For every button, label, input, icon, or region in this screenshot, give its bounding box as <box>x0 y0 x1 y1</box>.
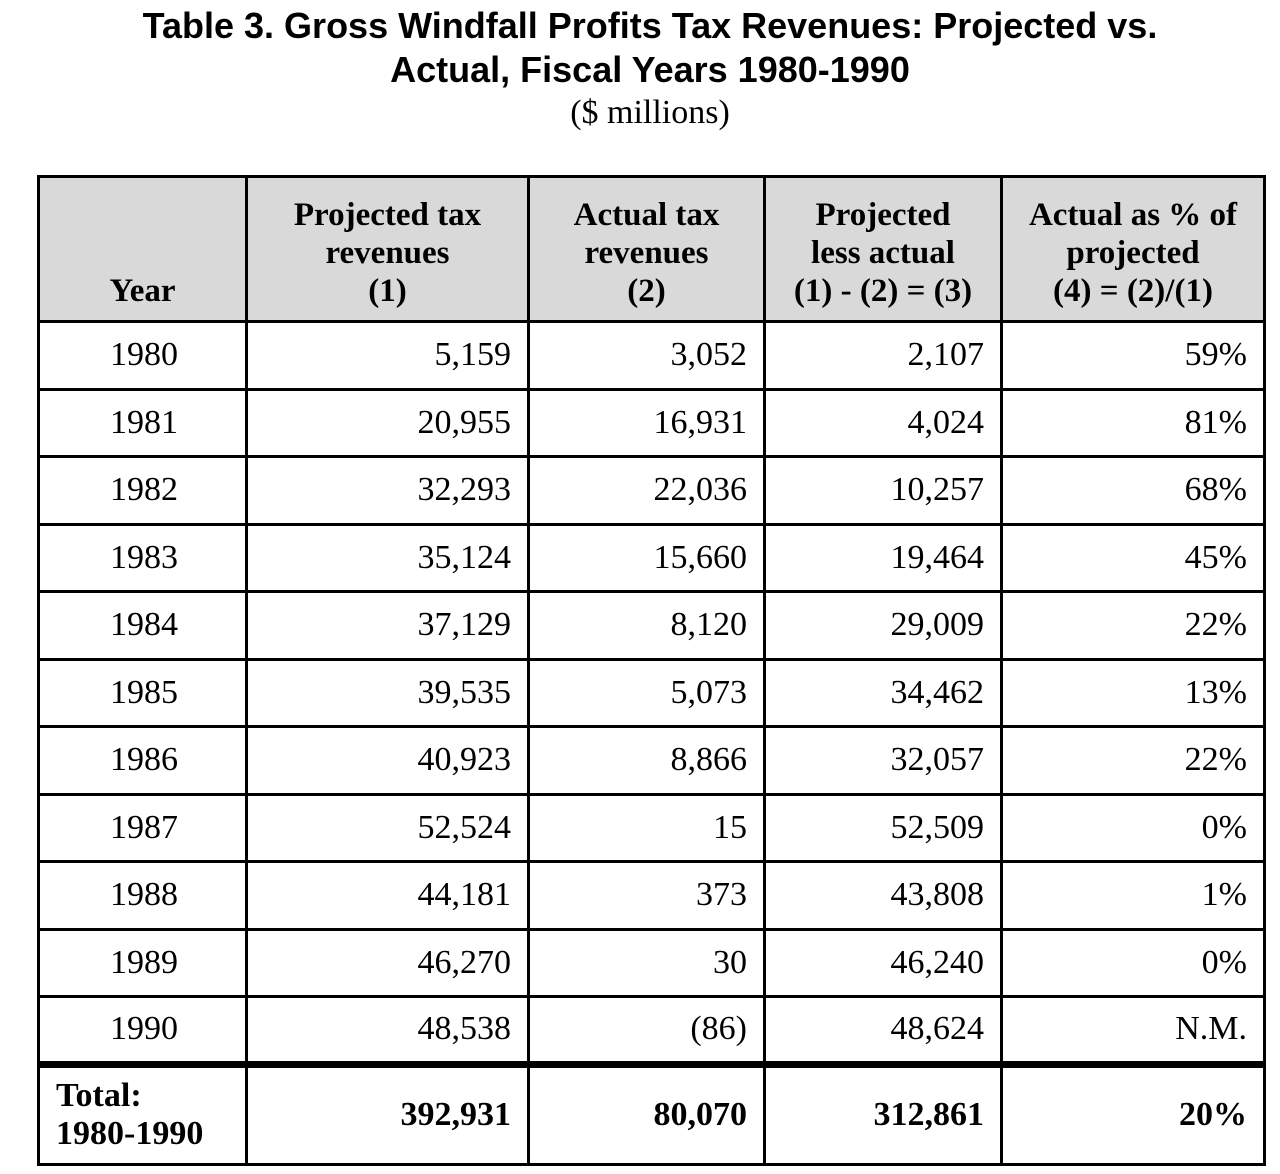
total-percent: 20% <box>1000 1060 1266 1166</box>
cell-percent: 59% <box>1000 320 1266 391</box>
cell-actual: 3,052 <box>527 320 766 391</box>
table-row: 1987 52,524 15 52,509 0% <box>37 792 1266 863</box>
table-row: 1981 20,955 16,931 4,024 81% <box>37 387 1266 458</box>
table-row: 1982 32,293 22,036 10,257 68% <box>37 455 1266 526</box>
cell-year: 1980 <box>37 320 248 391</box>
cell-percent: 1% <box>1000 860 1266 931</box>
header-year-label: Year <box>109 273 176 309</box>
header-actual-line-1: Actual tax <box>573 197 720 233</box>
header-difference: Projected less actual (1) - (2) = (3) <box>763 175 1003 323</box>
cell-difference: 29,009 <box>763 590 1003 661</box>
cell-projected: 37,129 <box>245 590 530 661</box>
cell-actual: 8,866 <box>527 725 766 796</box>
cell-actual: 373 <box>527 860 766 931</box>
table-row: 1990 48,538 (86) 48,624 N.M. <box>37 995 1266 1066</box>
cell-projected: 35,124 <box>245 522 530 593</box>
cell-projected: 20,955 <box>245 387 530 458</box>
cell-difference: 2,107 <box>763 320 1003 391</box>
header-row: Year Projected tax revenues (1) Actual t… <box>37 175 1266 323</box>
cell-actual: 15,660 <box>527 522 766 593</box>
cell-difference: 34,462 <box>763 657 1003 728</box>
table-row: 1980 5,159 3,052 2,107 59% <box>37 320 1266 391</box>
cell-projected: 44,181 <box>245 860 530 931</box>
cell-actual: 8,120 <box>527 590 766 661</box>
cell-year: 1989 <box>37 927 248 998</box>
cell-projected: 48,538 <box>245 995 530 1066</box>
cell-year: 1985 <box>37 657 248 728</box>
table-subtitle: ($ millions) <box>570 94 730 131</box>
header-projected-line-2: revenues <box>325 235 450 271</box>
header-percent-line-3: (4) = (2)/(1) <box>1053 273 1213 309</box>
header-actual: Actual tax revenues (2) <box>527 175 766 323</box>
table-row: 1984 37,129 8,120 29,009 22% <box>37 590 1266 661</box>
cell-year: 1990 <box>37 995 248 1066</box>
cell-percent: 0% <box>1000 927 1266 998</box>
table-title-line-2: Actual, Fiscal Years 1980-1990 <box>390 49 910 90</box>
cell-difference: 32,057 <box>763 725 1003 796</box>
table-row: 1983 35,124 15,660 19,464 45% <box>37 522 1266 593</box>
total-label: Total: 1980-1990 <box>37 1060 248 1166</box>
cell-percent: N.M. <box>1000 995 1266 1066</box>
cell-difference: 43,808 <box>763 860 1003 931</box>
table-title-line-1: Table 3. Gross Windfall Profits Tax Reve… <box>142 5 1158 46</box>
cell-percent: 0% <box>1000 792 1266 863</box>
cell-difference: 46,240 <box>763 927 1003 998</box>
total-actual: 80,070 <box>527 1060 766 1166</box>
header-projected-line-3: (1) <box>368 273 407 309</box>
header-percent-line-2: projected <box>1066 235 1200 271</box>
cell-percent: 13% <box>1000 657 1266 728</box>
cell-projected: 32,293 <box>245 455 530 526</box>
header-projected-line-1: Projected tax <box>293 197 482 233</box>
cell-projected: 5,159 <box>245 320 530 391</box>
header-actual-line-3: (2) <box>627 273 666 309</box>
header-actual-line-2: revenues <box>584 235 709 271</box>
header-percent: Actual as % of projected (4) = (2)/(1) <box>1000 175 1266 323</box>
header-year: Year <box>37 175 248 323</box>
header-difference-line-2: less actual <box>811 235 955 271</box>
cell-actual: 22,036 <box>527 455 766 526</box>
cell-actual: 16,931 <box>527 387 766 458</box>
cell-actual: 30 <box>527 927 766 998</box>
header-difference-line-1: Projected <box>815 197 951 233</box>
cell-percent: 81% <box>1000 387 1266 458</box>
cell-projected: 46,270 <box>245 927 530 998</box>
cell-year: 1981 <box>37 387 248 458</box>
cell-difference: 4,024 <box>763 387 1003 458</box>
cell-difference: 52,509 <box>763 792 1003 863</box>
table-row: 1988 44,181 373 43,808 1% <box>37 860 1266 931</box>
cell-difference: 10,257 <box>763 455 1003 526</box>
cell-percent: 22% <box>1000 590 1266 661</box>
cell-year: 1983 <box>37 522 248 593</box>
cell-projected: 52,524 <box>245 792 530 863</box>
revenue-table: Year Projected tax revenues (1) Actual t… <box>37 175 1266 1166</box>
header-difference-line-3: (1) - (2) = (3) <box>793 273 973 309</box>
cell-year: 1988 <box>37 860 248 931</box>
total-projected: 392,931 <box>245 1060 530 1166</box>
table-row: 1986 40,923 8,866 32,057 22% <box>37 725 1266 796</box>
cell-year: 1986 <box>37 725 248 796</box>
header-projected: Projected tax revenues (1) <box>245 175 530 323</box>
cell-actual: 15 <box>527 792 766 863</box>
cell-difference: 48,624 <box>763 995 1003 1066</box>
cell-actual: (86) <box>527 995 766 1066</box>
table-row: 1985 39,535 5,073 34,462 13% <box>37 657 1266 728</box>
cell-percent: 45% <box>1000 522 1266 593</box>
header-percent-line-1: Actual as % of <box>1028 197 1238 233</box>
total-row: Total: 1980-1990 392,931 80,070 312,861 … <box>37 1060 1266 1166</box>
cell-projected: 40,923 <box>245 725 530 796</box>
cell-projected: 39,535 <box>245 657 530 728</box>
cell-year: 1982 <box>37 455 248 526</box>
cell-difference: 19,464 <box>763 522 1003 593</box>
cell-actual: 5,073 <box>527 657 766 728</box>
cell-year: 1987 <box>37 792 248 863</box>
total-difference: 312,861 <box>763 1060 1003 1166</box>
cell-year: 1984 <box>37 590 248 661</box>
cell-percent: 68% <box>1000 455 1266 526</box>
table-row: 1989 46,270 30 46,240 0% <box>37 927 1266 998</box>
cell-percent: 22% <box>1000 725 1266 796</box>
